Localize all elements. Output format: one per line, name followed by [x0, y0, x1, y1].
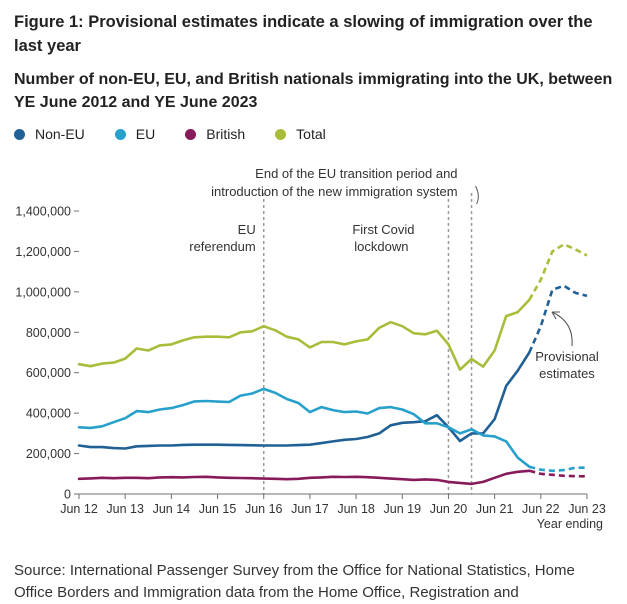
callout-provisional-line1: Provisional: [535, 349, 599, 364]
series-provisional-line-eu: [528, 465, 587, 473]
series-line-total: [77, 298, 531, 372]
y-tick-label: 1,200,000: [15, 245, 71, 259]
series-line-british: [77, 469, 531, 486]
legend-label-british: British: [206, 126, 246, 142]
legend-swatch-non-eu: [14, 128, 25, 140]
x-tick-label: Jun 14: [153, 502, 191, 516]
legend-swatch-eu: [114, 128, 126, 140]
y-tick-label: 600,000: [26, 366, 71, 380]
legend-swatch-total: [275, 128, 287, 140]
x-tick-label: Jun 16: [245, 502, 283, 516]
annotation-transition-line1: End of the EU transition period and: [255, 166, 457, 181]
x-tick-label: Jun 12: [60, 502, 98, 516]
callout-provisional-arrowhead: [551, 311, 560, 320]
x-axis-label: Year ending: [537, 517, 603, 531]
annotation-transition-line2: introduction of the new immigration syst…: [211, 184, 457, 199]
series-provisional-line-total: [528, 243, 588, 301]
legend-label-eu: EU: [135, 126, 156, 142]
x-tick-label: Jun 20: [430, 502, 468, 516]
x-tick-label: Jun 21: [476, 502, 514, 516]
series-provisional-line-british: [528, 469, 588, 478]
legend-item-eu[interactable]: EU: [114, 126, 156, 142]
y-tick-label: 200,000: [26, 447, 71, 461]
legend-item-british[interactable]: British: [185, 126, 245, 142]
y-tick-label: 800,000: [26, 326, 71, 340]
legend-item-total[interactable]: Total: [275, 126, 326, 142]
x-tick-label: Jun 23: [568, 502, 606, 516]
x-tick-label: Jun 13: [106, 502, 144, 516]
y-tick-label: 0: [64, 488, 71, 502]
x-tick-label: Jun 17: [291, 502, 329, 516]
callout-provisional-line2: estimates: [539, 366, 595, 381]
legend-swatch-british: [185, 128, 197, 140]
figure-title: Figure 1: Provisional estimates indicate…: [14, 13, 593, 55]
chart-legend: Non-EU EU British Total: [14, 126, 356, 142]
x-tick-label: Jun 22: [522, 502, 560, 516]
chart-title: Number of non-EU, EU, and British nation…: [14, 71, 613, 111]
y-tick-label: 1,000,000: [15, 285, 71, 299]
x-tick-label: Jun 18: [337, 502, 375, 516]
annotation-covid-lockdown-line1: First Covid: [352, 222, 414, 237]
x-tick-label: Jun 19: [384, 502, 422, 516]
x-tick-label: Jun 15: [199, 502, 237, 516]
source-note: Source: International Passenger Survey f…: [14, 562, 575, 601]
y-tick-label: 400,000: [26, 407, 71, 421]
legend-label-non-eu: Non-EU: [35, 126, 85, 142]
series-line-eu: [77, 387, 531, 469]
annotation-eu-referendum-line2: referendum: [189, 239, 255, 254]
series-line-non-eu: [77, 351, 531, 450]
callout-provisional-arrow: [551, 311, 573, 347]
legend-label-total: Total: [296, 126, 326, 142]
legend-item-non-eu[interactable]: Non-EU: [14, 126, 85, 142]
series-provisional-line-non-eu: [528, 284, 588, 354]
y-tick-label: 1,400,000: [15, 205, 71, 219]
annotation-transition-pointer: [475, 185, 479, 205]
annotation-covid-lockdown-line2: lockdown: [354, 239, 408, 254]
annotation-eu-referendum-line1: EU: [238, 222, 256, 237]
